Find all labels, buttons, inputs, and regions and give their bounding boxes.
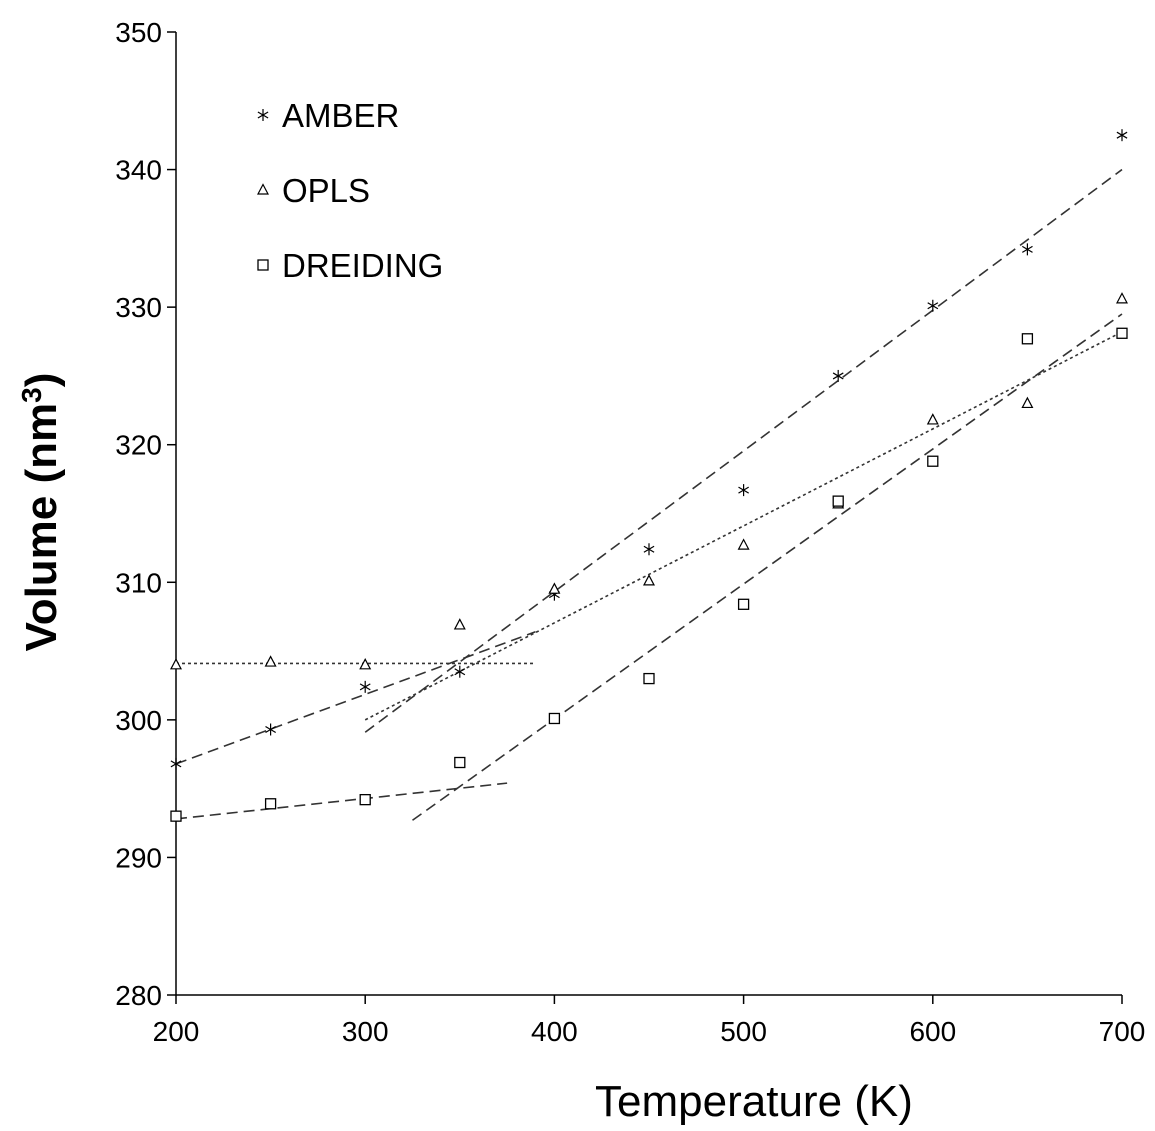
amber-point	[170, 757, 182, 770]
fit-line-amber	[175, 631, 536, 765]
opls-point	[1116, 292, 1128, 304]
y-axis-title-sup: 3	[16, 387, 47, 403]
x-tick-label: 300	[342, 1016, 389, 1047]
axes	[175, 32, 1122, 996]
fit-line-dreiding	[412, 313, 1123, 821]
y-tick-label: 280	[115, 980, 162, 1011]
amber-point	[1116, 129, 1128, 142]
opls-point	[737, 538, 750, 550]
dreiding-point	[264, 798, 277, 810]
dreiding-point	[643, 672, 655, 685]
y-tick-label: 300	[115, 705, 162, 736]
opls-point	[926, 413, 939, 425]
dreiding-point	[454, 756, 466, 769]
legend-amber-marker	[257, 109, 269, 121]
y-tick-label: 340	[115, 155, 162, 186]
opls-point	[359, 658, 372, 670]
legend: AMBER OPLS DREIDING	[257, 97, 443, 284]
x-tick-label: 600	[909, 1016, 956, 1047]
dreiding-point	[1116, 327, 1128, 339]
x-tick-label: 200	[153, 1016, 200, 1047]
y-tick-label: 290	[115, 842, 162, 873]
dreiding-point	[359, 793, 371, 806]
amber-point	[643, 543, 655, 556]
data-markers	[170, 129, 1128, 822]
fit-line-amber	[364, 168, 1123, 733]
dreiding-point	[170, 810, 182, 822]
amber-point	[738, 484, 750, 497]
fit-line-dreiding	[175, 782, 508, 820]
legend-dreiding-marker	[257, 259, 269, 271]
dreiding-point	[832, 495, 844, 507]
dreiding-point	[1021, 333, 1034, 345]
opls-point	[1021, 396, 1034, 409]
legend-dreiding-label: DREIDING	[282, 247, 443, 284]
x-tick-label: 500	[720, 1016, 767, 1047]
amber-point	[454, 665, 466, 678]
x-tick-label: 700	[1099, 1016, 1146, 1047]
legend-opls-label: OPLS	[282, 172, 370, 209]
x-axis-title: Temperature (K)	[595, 1077, 913, 1126]
amber-point	[265, 723, 277, 736]
fit-lines	[175, 168, 1123, 821]
amber-point	[359, 680, 371, 693]
amber-point	[832, 369, 844, 382]
fit-line-opls	[364, 331, 1123, 721]
y-tick-label: 330	[115, 292, 162, 323]
y-tick-label: 350	[115, 17, 162, 48]
dreiding-point	[737, 598, 750, 610]
opls-point	[548, 582, 561, 594]
y-axis-title-base: Volume (nm	[17, 403, 66, 652]
ticks: 280 290 300 310 320 330 340 350 200 300 400 500 600 7…	[115, 17, 1145, 1047]
dreiding-point	[548, 712, 561, 725]
y-axis-title: Volume (nm3)	[16, 373, 67, 652]
y-tick-label: 320	[115, 430, 162, 461]
amber-point	[1021, 243, 1033, 256]
opls-point	[643, 574, 655, 586]
opls-point	[453, 618, 466, 630]
opls-point	[170, 658, 182, 670]
legend-opls-marker	[257, 183, 269, 195]
amber-point	[927, 299, 939, 312]
opls-point	[264, 655, 277, 667]
y-axis-title-close: )	[17, 373, 66, 388]
y-tick-label: 310	[115, 567, 162, 598]
x-tick-label: 400	[531, 1016, 578, 1047]
dreiding-point	[927, 455, 939, 467]
legend-amber-label: AMBER	[282, 97, 399, 134]
